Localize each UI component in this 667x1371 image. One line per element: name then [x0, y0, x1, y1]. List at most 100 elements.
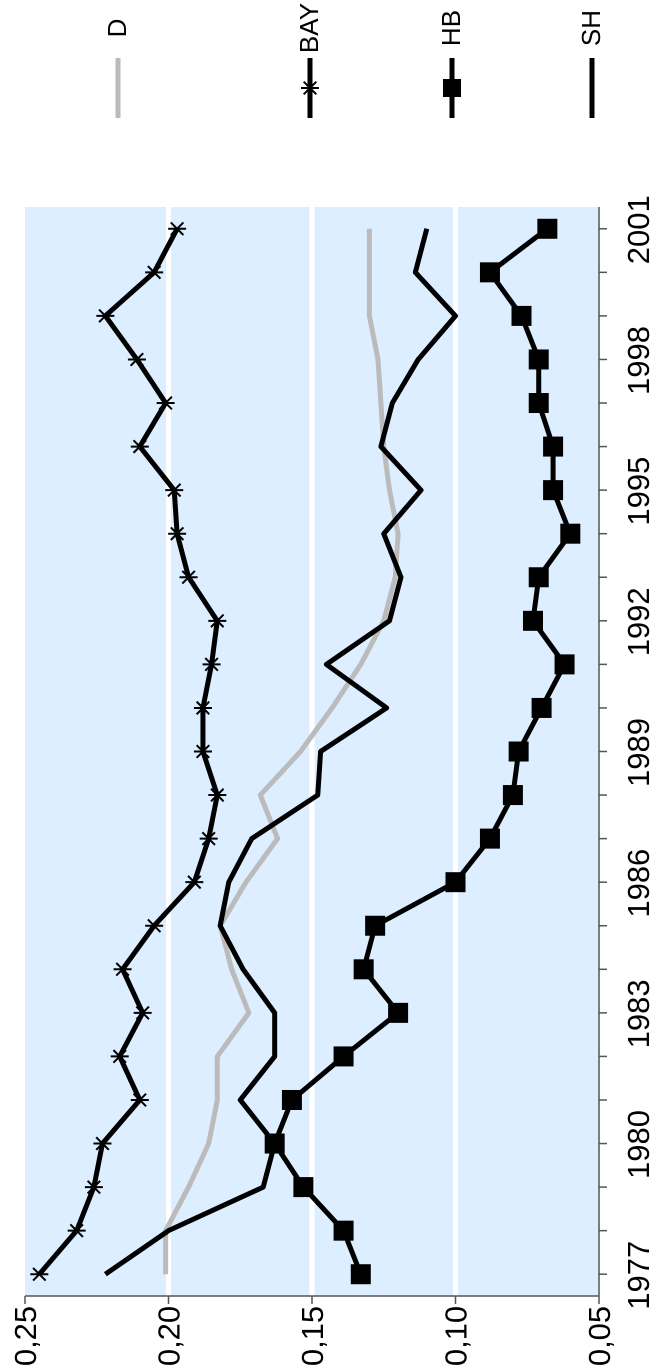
star-marker	[208, 613, 227, 628]
series-line	[163, 228, 401, 1275]
value-tick-label: 0,05	[582, 1306, 617, 1366]
year-tick-label: 2001	[621, 195, 656, 264]
star-marker	[193, 744, 212, 759]
legend-label: BAY	[294, 3, 324, 53]
star-marker	[193, 700, 212, 715]
legend-item-hb: HB	[436, 10, 466, 118]
square-marker	[293, 1177, 314, 1198]
star-marker-stroke	[132, 1092, 147, 1107]
star-marker-stroke	[147, 918, 162, 933]
legend-label: SH	[576, 10, 606, 46]
star-marker-stroke	[132, 439, 147, 454]
square-marker	[543, 436, 564, 457]
square-marker	[281, 1089, 302, 1110]
year-tick-label: 1998	[621, 326, 656, 395]
star-marker	[130, 439, 149, 454]
square-marker	[333, 1220, 354, 1241]
star-marker-stroke	[170, 221, 185, 236]
star-marker	[145, 918, 164, 933]
star-marker	[133, 1005, 152, 1020]
square-marker	[560, 523, 581, 544]
series-group	[30, 218, 581, 1285]
star-marker-stroke	[95, 1136, 110, 1151]
star-marker	[165, 483, 184, 498]
square-marker	[353, 959, 374, 980]
star-marker-stroke	[204, 657, 219, 672]
year-tick-label: 1995	[621, 457, 656, 526]
legend: D BAY HB SH	[102, 3, 606, 118]
value-tick-label: 0,20	[152, 1306, 187, 1366]
year-tick-label: 1992	[621, 587, 656, 656]
star-marker	[30, 1267, 49, 1282]
star-marker-stroke	[69, 1223, 84, 1238]
series-line	[103, 228, 458, 1277]
star-marker-stroke	[86, 1180, 101, 1195]
chart-body: 0,05 0,10 0,15 0,20 0,25 1977 1980 1983 1986 1989…	[8, 3, 656, 1366]
star-marker-stroke	[302, 80, 318, 96]
star-marker	[199, 831, 218, 846]
square-marker	[350, 1264, 371, 1285]
star-marker-stroke	[201, 831, 216, 846]
star-marker	[145, 265, 164, 280]
square-marker	[528, 393, 549, 414]
square-marker	[522, 610, 543, 631]
star-marker-stroke	[181, 570, 196, 585]
star-marker-stroke	[98, 308, 113, 323]
star-marker-stroke	[170, 526, 185, 541]
star-marker	[156, 396, 175, 411]
square-marker	[333, 1046, 354, 1067]
legend-item-d: D	[102, 19, 132, 118]
square-marker	[502, 785, 523, 806]
star-marker-stroke	[32, 1267, 47, 1282]
square-marker	[531, 697, 552, 718]
star-marker-stroke	[167, 483, 182, 498]
square-marker	[528, 567, 549, 588]
star-marker	[127, 352, 146, 367]
year-tick-label: 1977	[621, 1241, 656, 1310]
square-marker	[479, 262, 500, 283]
star-marker-stroke	[147, 265, 162, 280]
star-marker-stroke	[112, 1049, 127, 1064]
star-marker	[84, 1180, 103, 1195]
star-marker	[130, 1092, 149, 1107]
star-marker	[202, 657, 221, 672]
square-marker	[365, 915, 386, 936]
square-marker	[508, 741, 529, 762]
star-marker-stroke	[210, 613, 225, 628]
star-marker	[208, 788, 227, 803]
series-d	[163, 228, 401, 1275]
legend-square-marker	[443, 79, 461, 97]
square-marker	[528, 349, 549, 370]
value-tick-label: 0,10	[439, 1306, 474, 1366]
axes: 0,05 0,10 0,15 0,20 0,25 1977 1980 1983 1986 1989…	[8, 195, 656, 1366]
gridlines	[166, 207, 458, 1296]
star-marker	[179, 570, 198, 585]
year-tick-label: 1983	[621, 979, 656, 1048]
square-marker	[554, 654, 575, 675]
star-marker-stroke	[195, 744, 210, 759]
square-marker	[537, 218, 558, 239]
square-marker	[543, 480, 564, 501]
star-marker-stroke	[135, 1005, 150, 1020]
square-marker	[445, 872, 466, 893]
series-bay	[30, 221, 227, 1282]
series-sh	[103, 228, 458, 1277]
star-marker	[96, 308, 115, 323]
year-tick-label: 1989	[621, 718, 656, 787]
legend-item-bay: BAY	[294, 3, 324, 118]
legend-label: HB	[436, 10, 466, 46]
star-marker-stroke	[129, 352, 144, 367]
square-marker	[511, 305, 532, 326]
star-marker-stroke	[195, 700, 210, 715]
year-tick-label: 1986	[621, 849, 656, 918]
value-tick-label: 0,15	[295, 1306, 330, 1366]
star-marker	[185, 875, 204, 890]
star-marker-stroke	[187, 875, 202, 890]
star-marker-stroke	[115, 962, 130, 977]
year-tick-label: 1980	[621, 1110, 656, 1179]
square-marker	[388, 1002, 409, 1023]
star-marker	[168, 221, 187, 236]
star-marker	[110, 1049, 129, 1064]
star-marker	[93, 1136, 112, 1151]
star-marker	[67, 1223, 86, 1238]
